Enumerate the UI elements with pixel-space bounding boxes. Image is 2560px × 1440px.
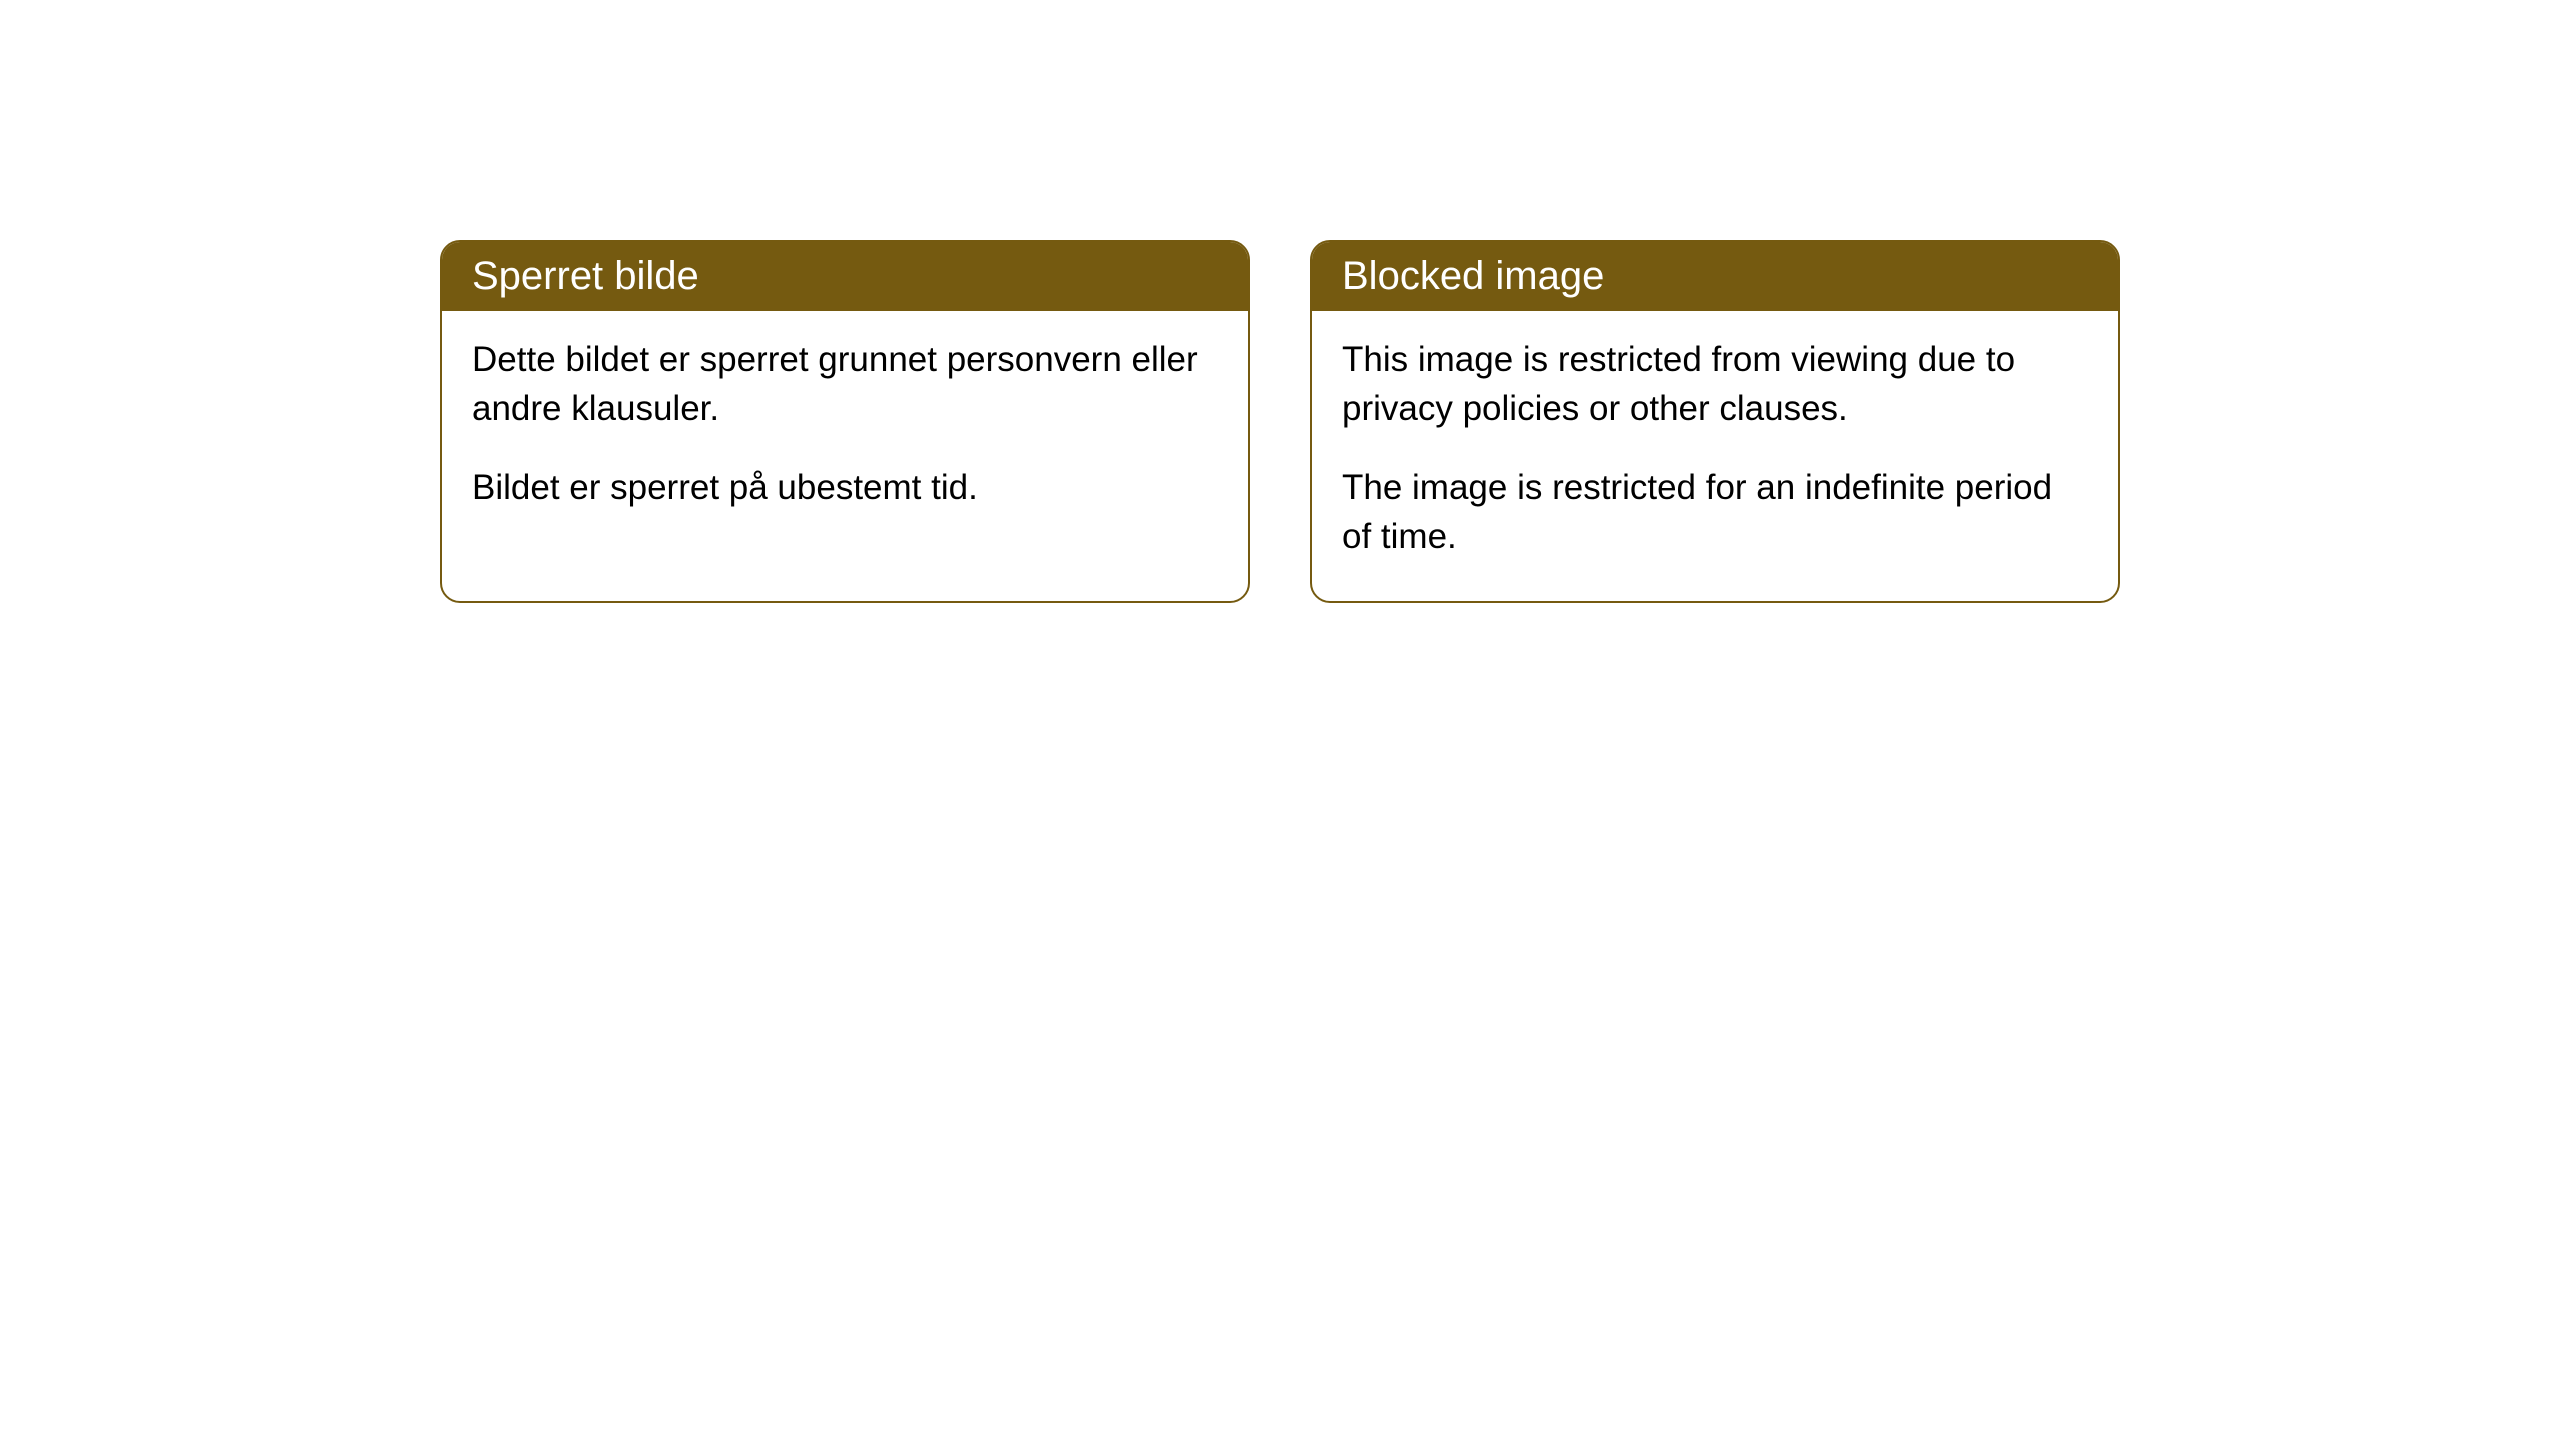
english-card-header: Blocked image bbox=[1312, 242, 2118, 311]
norwegian-card-body: Dette bildet er sperret grunnet personve… bbox=[442, 311, 1248, 552]
english-card-body: This image is restricted from viewing du… bbox=[1312, 311, 2118, 601]
norwegian-card: Sperret bilde Dette bildet er sperret gr… bbox=[440, 240, 1250, 603]
norwegian-paragraph-1: Dette bildet er sperret grunnet personve… bbox=[472, 335, 1218, 433]
norwegian-card-title: Sperret bilde bbox=[472, 254, 699, 298]
english-paragraph-1: This image is restricted from viewing du… bbox=[1342, 335, 2088, 433]
english-paragraph-2: The image is restricted for an indefinit… bbox=[1342, 463, 2088, 561]
cards-container: Sperret bilde Dette bildet er sperret gr… bbox=[440, 240, 2120, 603]
english-card-title: Blocked image bbox=[1342, 254, 1604, 298]
norwegian-paragraph-2: Bildet er sperret på ubestemt tid. bbox=[472, 463, 1218, 512]
english-card: Blocked image This image is restricted f… bbox=[1310, 240, 2120, 603]
norwegian-card-header: Sperret bilde bbox=[442, 242, 1248, 311]
